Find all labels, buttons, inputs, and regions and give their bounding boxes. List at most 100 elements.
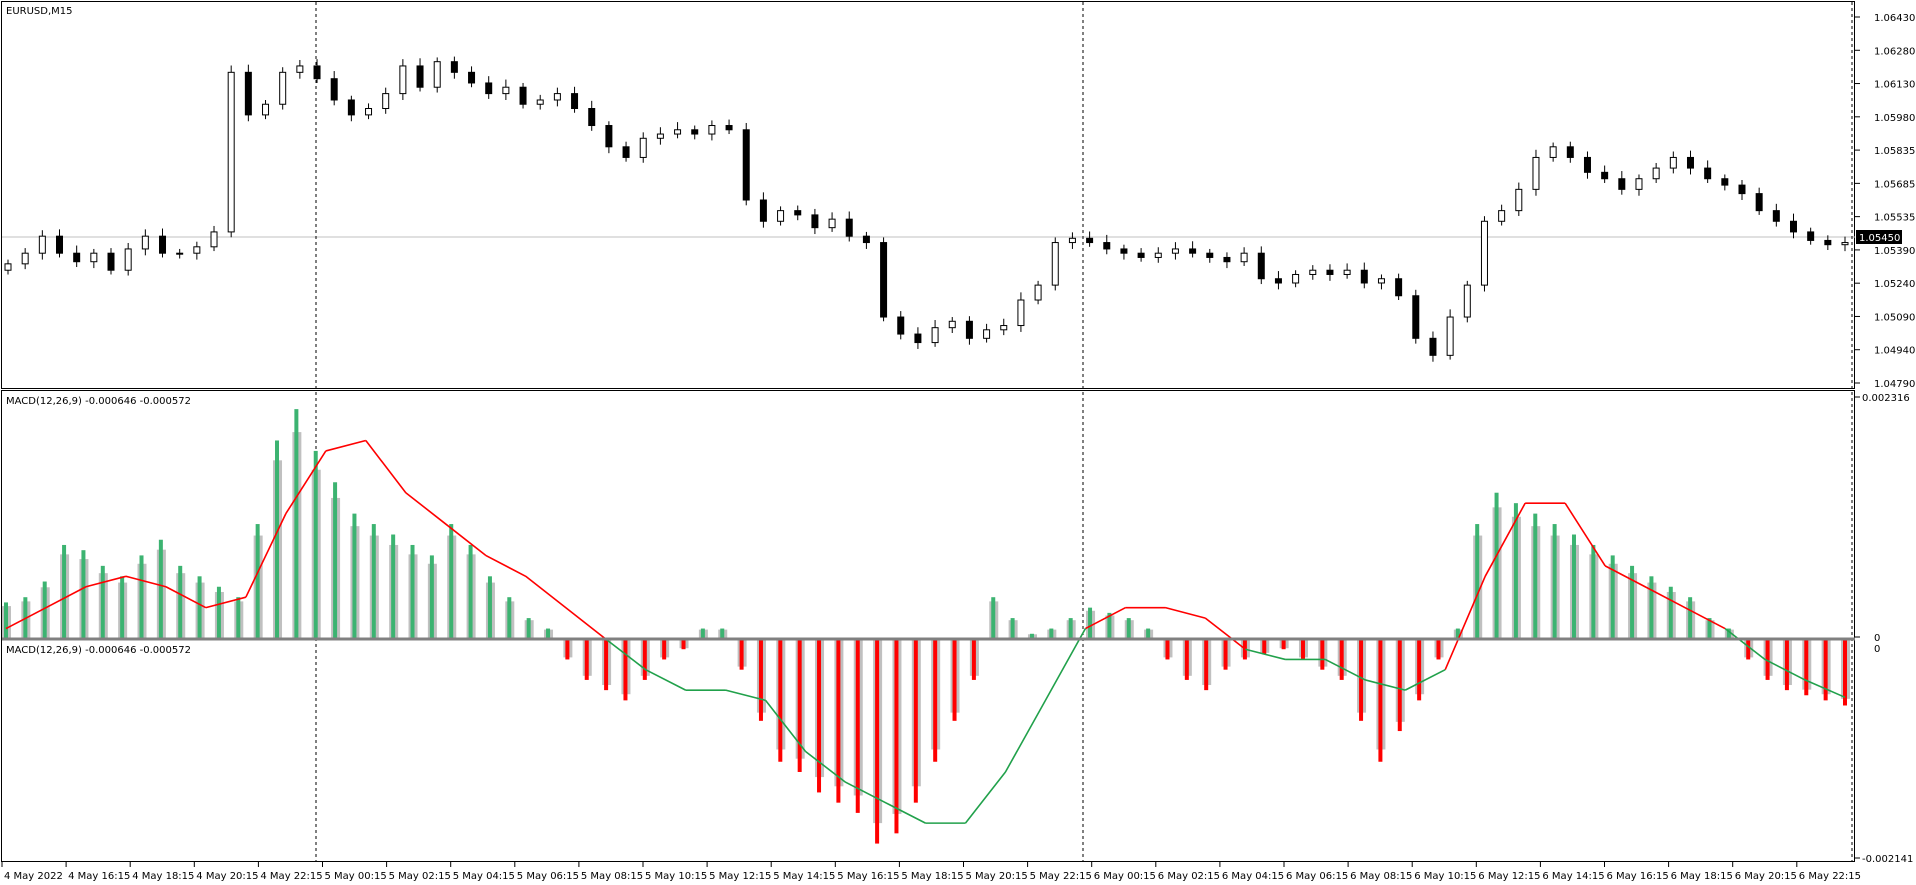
time-axis-label: 6 May 22:15 (1799, 871, 1861, 882)
candle (674, 122, 682, 139)
macd-axis-zero-overlay: 0 (1874, 644, 1880, 655)
price-axis[interactable]: 1.06430 1.06280 1.06130 1.05980 1.05835 1.056… (1855, 13, 1915, 390)
candle (588, 100, 596, 131)
candle (622, 141, 630, 162)
time-axis-label: 5 May 18:15 (901, 871, 963, 882)
candle (1292, 270, 1300, 288)
candle (1601, 165, 1609, 183)
candle (1154, 247, 1162, 263)
candle (365, 103, 373, 120)
macd-bar (1204, 639, 1209, 691)
macd-axis-zero: 0 (1874, 633, 1880, 644)
macd-bar (1494, 492, 1499, 639)
candle (1515, 182, 1523, 216)
macd-bar (1088, 607, 1093, 639)
candle (845, 211, 853, 242)
candle (1721, 174, 1729, 191)
macd-bar (487, 576, 492, 639)
candle (1446, 309, 1454, 360)
candle (1669, 151, 1677, 174)
candle (605, 121, 613, 154)
macd-bar (1475, 524, 1480, 639)
macd-bar (1688, 597, 1693, 639)
macd-bar (1378, 639, 1383, 762)
candle (1206, 248, 1214, 263)
macd-bar (236, 597, 241, 639)
candle (656, 127, 664, 145)
candle (502, 79, 510, 100)
time-axis[interactable]: 4 May 2022 4 May 16:15 4 May 18:15 4 May 20… (1, 862, 1861, 882)
time-axis-label: 4 May 16:15 (68, 871, 130, 882)
candle (1360, 262, 1368, 289)
candle (1257, 246, 1265, 285)
candle (1686, 150, 1694, 175)
macd-bar (720, 628, 725, 639)
macd-bar (1184, 639, 1189, 680)
candle (330, 71, 338, 106)
candle (485, 76, 493, 99)
macd-bar (1707, 618, 1712, 639)
candle (931, 320, 939, 347)
macd-title: MACD(12,26,9) -0.000646 -0.000572 (6, 396, 191, 407)
time-axis-label: 5 May 02:15 (389, 871, 451, 882)
macd-bar (158, 539, 163, 639)
macd-panel[interactable] (1, 390, 1855, 862)
price-panel[interactable] (1, 1, 1855, 389)
macd-bar (681, 639, 686, 650)
macd-bar (1417, 639, 1422, 701)
price-axis-label: 1.04940 (1874, 346, 1915, 357)
macd-bar (1804, 639, 1809, 696)
candle (519, 82, 527, 109)
time-axis-label: 6 May 10:15 (1414, 871, 1476, 882)
macd-bar (313, 450, 318, 639)
candle (1086, 231, 1094, 247)
candle (227, 65, 235, 238)
macd-bar (1320, 639, 1325, 670)
macd-bar (778, 639, 783, 762)
macd-bar (584, 639, 589, 680)
macd-bar (913, 639, 918, 803)
candle (1480, 216, 1488, 292)
candle (862, 231, 870, 249)
macd-bar (797, 639, 802, 772)
price-axis-label: 1.05685 (1874, 179, 1915, 190)
macd-bar (1571, 534, 1576, 639)
candle (1635, 174, 1643, 196)
time-axis-label: 6 May 06:15 (1286, 871, 1348, 882)
candle (1652, 162, 1660, 183)
macd-bar (1281, 639, 1286, 650)
macd-bar (1397, 639, 1402, 732)
candle (1189, 241, 1197, 258)
price-axis-label: 1.04790 (1874, 379, 1915, 390)
macd-bar (1010, 618, 1015, 639)
candle (948, 317, 956, 333)
macd-bar (971, 639, 976, 680)
macd-bar (100, 565, 105, 639)
time-axis-label: 6 May 12:15 (1478, 871, 1540, 882)
candle (571, 86, 579, 113)
macd-bar (952, 639, 957, 721)
candle (1068, 232, 1076, 249)
candle (1755, 187, 1763, 215)
candle (347, 95, 355, 122)
candle (1463, 280, 1471, 323)
macd-bar (1146, 628, 1151, 639)
candle (1738, 179, 1746, 200)
candle (1841, 236, 1849, 252)
macd-bar (642, 639, 647, 680)
macd-bar (1455, 628, 1460, 639)
time-axis-label: 4 May 18:15 (132, 871, 194, 882)
candle (468, 66, 476, 88)
time-axis-label: 5 May 10:15 (645, 871, 707, 882)
macd-bar (371, 524, 376, 639)
candle (1412, 289, 1420, 344)
candle (313, 59, 321, 83)
macd-bar (1533, 513, 1538, 639)
macd-bar (933, 639, 938, 762)
macd-bar (1107, 612, 1112, 639)
price-axis-label: 1.06280 (1874, 46, 1915, 57)
macd-bar (1630, 565, 1635, 639)
macd-bar (1823, 639, 1828, 701)
